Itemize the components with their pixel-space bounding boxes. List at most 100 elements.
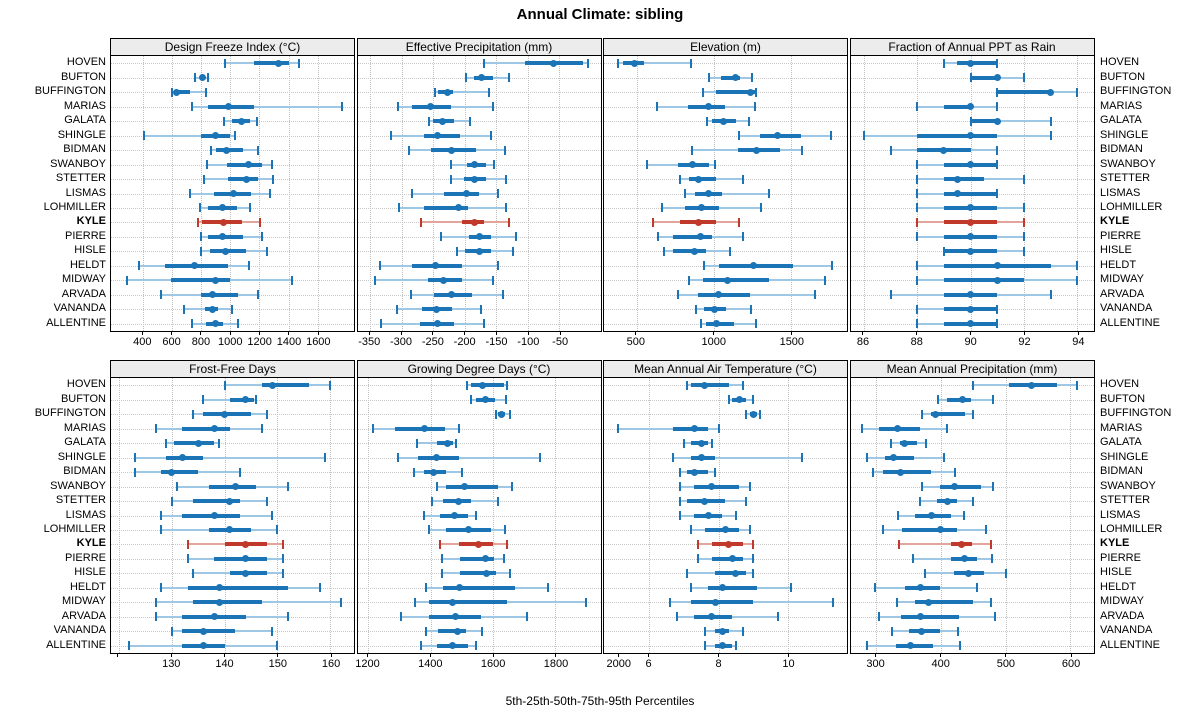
iqr-box-hoven xyxy=(957,61,998,66)
whisker-cap-p95-midway xyxy=(823,275,826,285)
panel-frost-free-days: Frost-Free Days 130 140 150 160 xyxy=(110,360,355,670)
median-dot-lohmiller xyxy=(226,526,234,534)
whisker-cap-p5-stetter xyxy=(449,174,452,184)
whisker-cap-p5-shingle xyxy=(143,131,146,141)
whisker-cap-p5-kyle xyxy=(651,217,654,227)
x-tick-mark xyxy=(429,653,431,657)
x-tick-label: 1600 xyxy=(480,658,506,670)
whisker-cap-p5-stetter xyxy=(203,174,206,184)
x-tick-label: 1400 xyxy=(418,658,443,670)
whisker-cap-p5-allentine xyxy=(420,641,423,651)
median-dot-swanboy xyxy=(461,483,469,491)
gridline-horizontal xyxy=(111,92,354,94)
whisker-line-marias xyxy=(617,427,719,430)
whisker-cap-p5-lismas xyxy=(684,189,687,198)
whisker-cap-p5-bidman xyxy=(872,467,875,477)
iqr-box-bidman xyxy=(883,470,932,475)
whisker-cap-p5-lohmiller xyxy=(881,525,884,535)
whisker-cap-p5-galata xyxy=(415,438,418,448)
whisker-line-shingle xyxy=(134,456,325,459)
whisker-cap-p5-pierre xyxy=(916,232,919,242)
panel-plot-frost-free-days xyxy=(110,377,355,654)
iqr-box-hoven xyxy=(471,383,504,388)
median-dot-swanboy xyxy=(708,483,716,491)
whisker-cap-p5-lohmiller xyxy=(428,525,431,535)
station-label-left-arvada: ARVADA xyxy=(61,609,106,622)
whisker-cap-p5-stetter xyxy=(679,496,682,506)
x-axis-fraction-of-annual-ppt-as-rain: 86 88 90 92 94 xyxy=(850,331,1095,353)
whisker-cap-p95-hoven xyxy=(690,58,693,68)
whisker-cap-p5-lismas xyxy=(188,189,191,198)
whisker-cap-p95-bidman xyxy=(954,467,957,477)
whisker-cap-p5-kyle xyxy=(696,539,699,549)
whisker-cap-p95-swanboy xyxy=(493,160,496,170)
whisker-cap-p95-lismas xyxy=(734,511,737,520)
whisker-cap-p5-galata xyxy=(223,116,226,126)
whisker-cap-p5-marias xyxy=(154,424,157,434)
iqr-box-midway xyxy=(192,600,262,605)
whisker-cap-p95-marias xyxy=(341,102,344,112)
whisker-cap-p95-bufton xyxy=(507,73,510,83)
x-tick-label: 1400 xyxy=(276,336,302,348)
whisker-cap-p5-vananda xyxy=(916,304,919,314)
whisker-cap-p95-kyle xyxy=(506,539,509,549)
station-label-right-kyle: KYLE xyxy=(1100,537,1130,550)
iqr-box-swanboy xyxy=(446,484,498,489)
whisker-cap-p5-hoven xyxy=(972,380,975,390)
panel-effective-precipitation-mm: Effective Precipitation (mm) -350 -300 -250… xyxy=(356,38,602,348)
station-label-right-allentine: ALLENTINE xyxy=(1100,316,1160,329)
median-dot-stetter xyxy=(943,497,951,505)
whisker-cap-p95-midway xyxy=(585,597,588,607)
whisker-cap-p5-bufton xyxy=(465,73,468,83)
whisker-cap-p95-allentine xyxy=(754,319,757,329)
station-label-left-hoven: HOVEN xyxy=(66,378,106,391)
median-dot-hoven xyxy=(478,381,486,389)
x-tick-mark xyxy=(713,331,715,335)
median-dot-kyle xyxy=(474,540,482,548)
median-dot-shingle xyxy=(211,132,219,140)
whisker-cap-p5-lismas xyxy=(896,511,899,520)
whisker-cap-p95-buffington xyxy=(487,87,490,97)
iqr-box-marias xyxy=(394,426,445,431)
iqr-box-marias xyxy=(943,104,971,109)
median-dot-lohmiller xyxy=(937,526,945,534)
median-dot-pierre xyxy=(218,233,226,241)
median-dot-heldt xyxy=(191,262,199,270)
median-dot-marias xyxy=(426,103,434,111)
median-dot-lohmiller xyxy=(218,204,226,212)
whisker-cap-p5-hoven xyxy=(223,380,226,390)
iqr-box-buffington xyxy=(930,412,965,417)
whisker-cap-p95-hoven xyxy=(996,58,999,68)
gridline-horizontal xyxy=(604,472,847,474)
whisker-cap-p95-shingle xyxy=(942,453,945,463)
whisker-cap-p95-midway xyxy=(990,597,993,607)
median-dot-heldt xyxy=(993,262,1001,270)
whisker-cap-p95-shingle xyxy=(323,453,326,463)
whisker-line-lismas xyxy=(685,192,769,195)
x-tick-label: -150 xyxy=(485,336,508,348)
gridline-horizontal xyxy=(111,77,354,79)
median-dot-buffington xyxy=(746,88,754,96)
whisker-cap-p5-kyle xyxy=(439,539,442,549)
x-tick-label: 86 xyxy=(856,336,870,348)
x-tick-mark xyxy=(618,653,620,657)
whisker-cap-p95-buffington xyxy=(265,409,268,419)
whisker-cap-p5-bidman xyxy=(412,467,415,477)
median-dot-allentine xyxy=(433,320,441,328)
whisker-cap-p95-heldt xyxy=(546,583,549,593)
x-tick-mark xyxy=(317,331,319,335)
whisker-cap-p95-allentine xyxy=(996,319,999,329)
whisker-cap-p5-marias xyxy=(616,424,619,434)
x-tick-label: 500 xyxy=(996,658,1016,670)
whisker-cap-p5-allentine xyxy=(699,319,702,329)
median-dot-heldt xyxy=(749,262,757,270)
median-dot-buffington xyxy=(931,410,939,418)
whisker-cap-p5-lohmiller xyxy=(689,525,692,535)
whisker-cap-p95-vananda xyxy=(230,304,233,314)
whisker-cap-p5-bufton xyxy=(470,395,473,405)
whisker-cap-p95-lohmiller xyxy=(748,525,751,535)
gridline-horizontal xyxy=(850,457,1094,459)
median-dot-shingle xyxy=(433,454,441,462)
median-dot-bidman xyxy=(940,146,948,154)
x-tick-mark xyxy=(224,653,225,657)
